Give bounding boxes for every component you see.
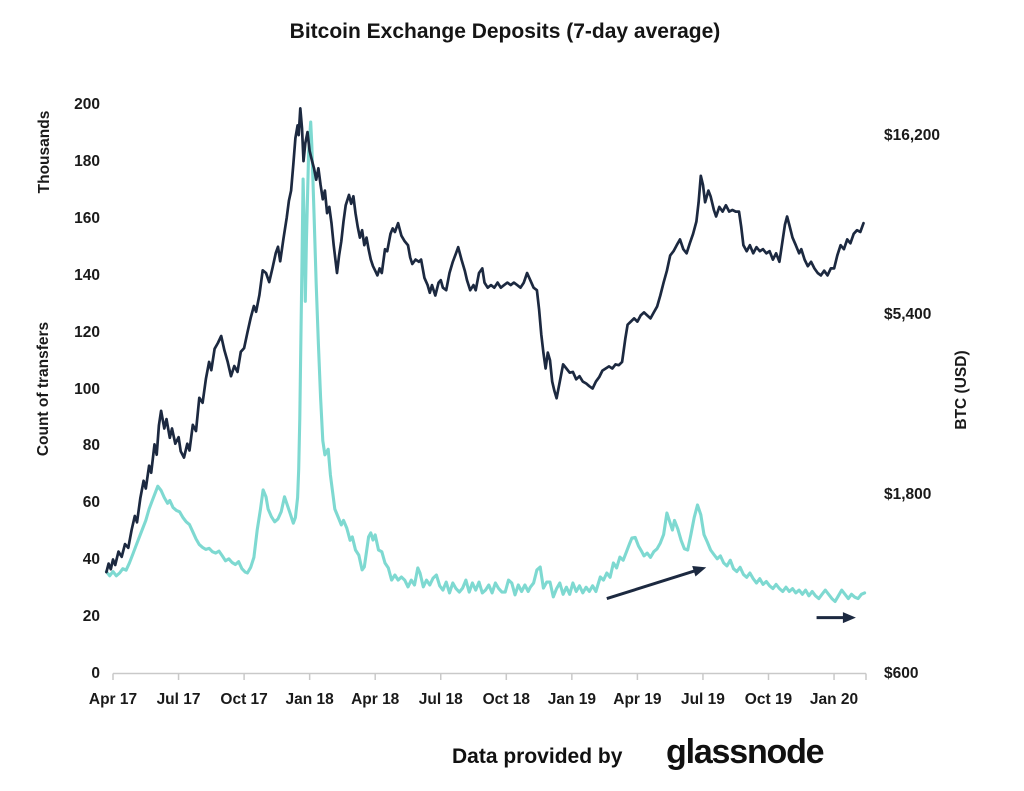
x-axis-tick-label: Apr 18 (351, 691, 400, 708)
right-axis-tick-label: $600 (884, 665, 919, 682)
x-axis-tick-label: Oct 18 (482, 691, 530, 708)
chart-title: Bitcoin Exchange Deposits (7-day average… (289, 20, 721, 43)
left-axis-tick-label: 120 (74, 323, 100, 341)
x-axis-tick-label: Jan 20 (809, 691, 859, 708)
price-line (105, 107, 865, 574)
x-axis-tick-label: Oct 19 (744, 691, 793, 708)
right-axis-title: BTC (USD) (953, 350, 970, 430)
left-axis-tick-label: 80 (82, 437, 100, 455)
x-axis-tick-label: Oct 17 (220, 691, 268, 708)
x-axis-tick-label: Jan 18 (285, 691, 334, 708)
left-axis-tick-label: 140 (74, 266, 100, 284)
x-axis-tick-label: Jul 19 (680, 691, 725, 708)
deposits-flat-arrow-head (842, 612, 856, 624)
left-axis-tick-label: 20 (82, 608, 100, 626)
left-axis-tick-label: 160 (74, 209, 100, 227)
x-axis-tick-label: Apr 19 (613, 691, 662, 708)
left-axis-tick-label: 200 (74, 96, 100, 113)
transfers-line (104, 120, 867, 604)
left-axis-tick-label: 0 (91, 665, 100, 682)
right-axis-tick-label: $5,400 (884, 306, 932, 324)
glassnode-logo: glassnode (666, 733, 825, 771)
deposits-rising-arrow-head (692, 565, 707, 577)
left-axis-tick-label: 100 (74, 380, 100, 398)
left-axis-tick-label: 60 (82, 494, 100, 512)
x-axis-tick-label: Jul 18 (418, 691, 463, 708)
right-axis-tick-label: $1,800 (884, 485, 932, 503)
x-axis-tick-label: Jul 17 (156, 691, 201, 708)
left-axis-tick-label: 180 (74, 152, 100, 170)
x-axis-tick-label: Apr 17 (88, 691, 138, 708)
attribution-text: Data provided by (452, 745, 623, 768)
left-axis-tick-label: 40 (82, 551, 100, 569)
right-axis-tick-label: $16,200 (884, 127, 941, 145)
x-axis-tick-label: Jan 19 (547, 691, 596, 708)
deposits-rising-arrow-shaft (606, 569, 697, 601)
